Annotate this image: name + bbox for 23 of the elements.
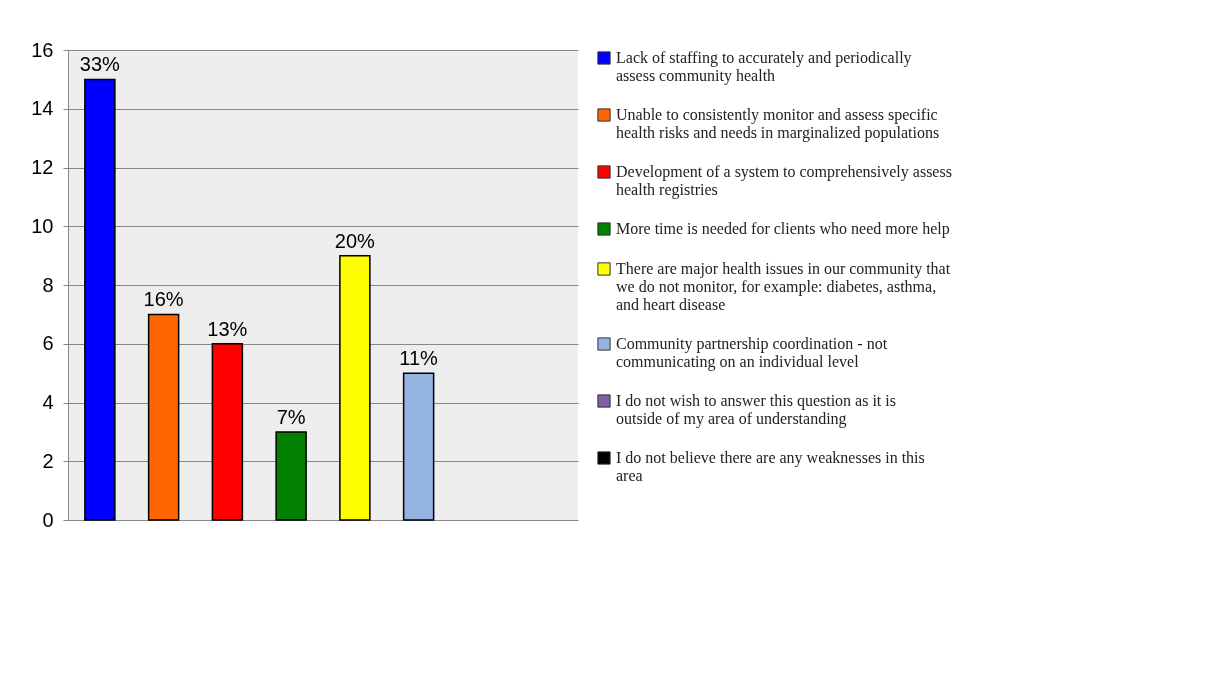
- y-tick-label: 12: [31, 156, 54, 178]
- y-tick-label: 2: [42, 449, 54, 472]
- y-tick-label: 4: [42, 391, 54, 413]
- legend-label: Lack of staffing to accurately and periodically assess community health: [616, 49, 912, 85]
- legend-label: There are major health issues in our community that we do not monitor, for example: diabetes, asthma, and heart disease: [616, 260, 951, 313]
- y-tick-label: 6: [42, 332, 54, 355]
- y-tick-label: 14: [31, 97, 54, 120]
- annotation: 20%: [334, 229, 376, 252]
- y-tick-label: 8: [42, 273, 54, 296]
- legend-label: Development of a system to comprehensively assess health registries: [616, 163, 952, 199]
- annotation: 7%: [276, 405, 306, 428]
- legend-label: I do not believe there are any weaknesses in this area: [616, 449, 925, 484]
- legend-label: More time is needed for clients who need more help: [616, 220, 950, 238]
- legend-label: Community partnership coordination - not communicating on an individual level: [616, 335, 888, 371]
- annotation: 13%: [207, 317, 248, 340]
- y-tick-label: 16: [31, 38, 54, 61]
- y-tick-label: 10: [31, 214, 54, 237]
- annotation: 16%: [143, 288, 184, 311]
- legend-label: Unable to consistently monitor and assess specific health risks and needs in marginalized populations: [616, 106, 940, 142]
- y-tick-label: 0: [42, 508, 54, 531]
- annotation: 11%: [399, 347, 439, 370]
- annotation: 33%: [79, 53, 121, 76]
- legend-label: I do not wish to answer this question as it is outside of my area of understanding: [616, 392, 896, 428]
